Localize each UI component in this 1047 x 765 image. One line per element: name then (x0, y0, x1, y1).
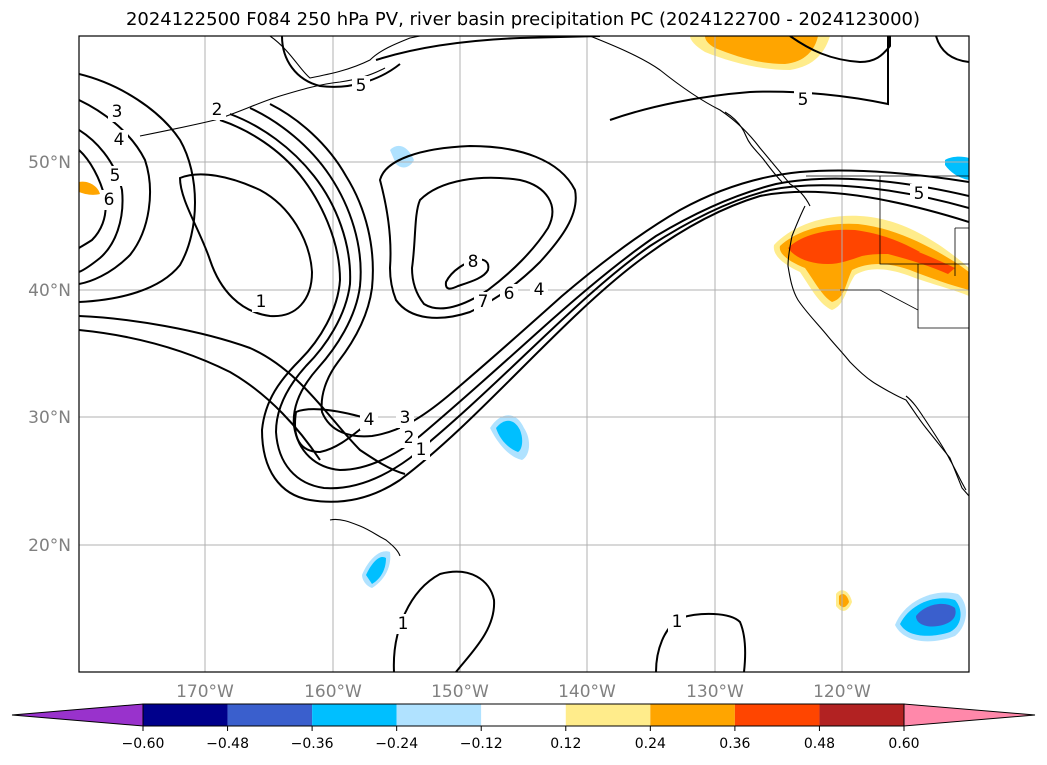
colorbar-tick-label: −0.24 (375, 736, 418, 752)
colorbar-tick-label: −0.36 (291, 736, 334, 752)
colorbar: −0.60 −0.48 −0.36 −0.24 −0.12 0.12 0.24 0.36 0.4… (11, 703, 1036, 752)
pv-contour (229, 113, 969, 490)
colorbar-tick-label: 0.60 (888, 736, 919, 752)
contour-label: 2 (404, 428, 415, 448)
contour-labels: 3 4 5 6 2 1 5 8 7 6 4 4 3 2 (100, 76, 928, 634)
contour-label: 7 (478, 292, 489, 312)
precip-shade-east-edge-cyan (945, 156, 969, 180)
precip-shade-west-edge (79, 181, 100, 195)
colorbar-tick-label: 0.36 (719, 736, 750, 752)
contour-label: 1 (416, 440, 427, 460)
colorbar-tick-label: 0.12 (550, 736, 581, 752)
colorbar-segment (734, 704, 820, 726)
contour-label: 4 (534, 280, 545, 300)
colorbar-extend-max (903, 703, 1036, 727)
lat-label: 20°N (28, 536, 71, 556)
coast-west-us (787, 205, 969, 497)
colorbar-segment (227, 704, 313, 726)
coast-se-alaska (589, 36, 811, 207)
lon-label: 120°W (813, 682, 871, 702)
pv-contour (935, 36, 969, 63)
precip-shade-gulf-alaska-orange (705, 36, 818, 64)
map-layers: 3 4 5 6 2 1 5 8 7 6 4 4 3 2 (79, 36, 969, 672)
pv-contour (375, 36, 601, 61)
colorbar-tick-label: −0.48 (206, 736, 249, 752)
pv-contour (789, 36, 891, 64)
contour-label: 1 (672, 612, 683, 632)
colorbar-segment (312, 704, 397, 726)
coast-bc-islands (724, 111, 783, 183)
pv-contour (269, 103, 969, 438)
longitude-labels: 170°W 160°W 150°W 140°W 130°W 120°W (176, 682, 871, 702)
coast-hawaii (329, 518, 401, 557)
contour-label: 3 (112, 102, 123, 122)
pv-contour (378, 144, 577, 319)
contour-label: 4 (364, 410, 375, 430)
coastlines (139, 36, 969, 557)
colorbar-segment (396, 704, 482, 726)
pv-contours (79, 36, 969, 672)
colorbar-segment (819, 704, 904, 726)
lon-label: 160°W (304, 682, 362, 702)
colorbar-tick-label: 0.24 (635, 736, 666, 752)
lon-label: 130°W (686, 682, 744, 702)
colorbar-tick-label: −0.12 (460, 736, 503, 752)
colorbar-segment (650, 704, 735, 726)
contour-label: 2 (212, 100, 223, 120)
lat-label: 50°N (28, 153, 71, 173)
colorbar-extend-min (11, 703, 144, 727)
coast-baja (905, 395, 967, 491)
precip-shade-ca-red2 (880, 238, 955, 274)
colorbar-segment (143, 704, 228, 726)
pv-contour (79, 149, 107, 249)
contour-label: 5 (798, 90, 809, 110)
borders (806, 175, 969, 329)
contour-label: 4 (114, 130, 125, 150)
pv-contour (249, 107, 969, 472)
contour-label: 6 (104, 190, 115, 210)
lat-label: 40°N (28, 281, 71, 301)
contour-label: 3 (400, 408, 411, 428)
latitude-labels: 50°N 40°N 30°N 20°N (28, 153, 71, 556)
colorbar-tick-label: 0.48 (804, 736, 835, 752)
precip-shade-ca-red (788, 229, 920, 264)
precip-shade-cyan-1b (496, 420, 523, 452)
lon-label: 170°W (176, 682, 234, 702)
pv-contour (281, 36, 401, 88)
precip-shade-se-blue (916, 603, 956, 627)
figure-title: 2024122500 F084 250 hPa PV, river basin … (126, 9, 920, 30)
pv-contour (79, 329, 321, 461)
pv-contour (219, 119, 969, 503)
contour-label: 5 (110, 166, 121, 186)
coast-alaska (269, 36, 421, 79)
colorbar-tick-label: −0.60 (122, 736, 165, 752)
contour-label: 5 (914, 184, 925, 204)
contour-label: 5 (356, 76, 367, 96)
pv-contour (410, 176, 554, 310)
colorbar-segment (481, 704, 566, 726)
pv-contour (178, 173, 314, 318)
colorbar-segment (565, 704, 651, 726)
contour-label: 1 (398, 614, 409, 634)
contour-label: 6 (504, 284, 515, 304)
map-area (79, 36, 969, 672)
lat-label: 30°N (28, 408, 71, 428)
lon-label: 150°W (431, 682, 489, 702)
map-frame (78, 35, 970, 673)
pv-contour (79, 315, 406, 475)
pv-contour (294, 408, 375, 454)
colorbar-outline (142, 703, 905, 727)
pv-contour (79, 73, 196, 303)
contour-label: 8 (468, 252, 479, 272)
coast-aleutians (139, 67, 386, 137)
lon-label: 140°W (558, 682, 616, 702)
precip-shade-cyan-2b (366, 556, 386, 584)
pv-contour (609, 36, 889, 121)
pv-contour (79, 129, 124, 273)
contour-label: 1 (256, 292, 267, 312)
graticule (79, 36, 969, 672)
pv-contour (655, 612, 747, 672)
